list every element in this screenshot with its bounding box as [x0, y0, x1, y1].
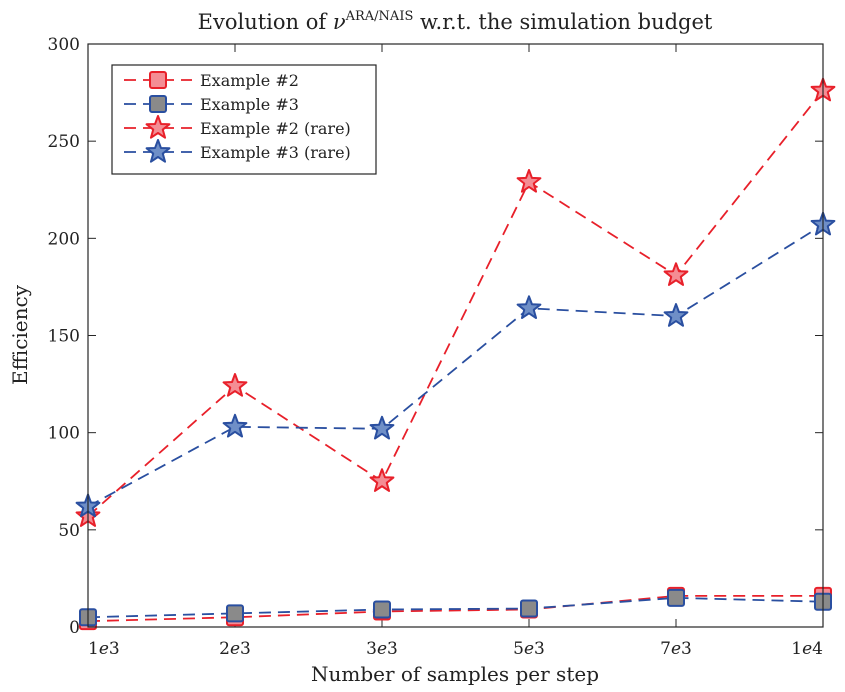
- x-tick-label: 1e3: [88, 639, 120, 659]
- x-tick-label: 5e3: [513, 639, 545, 659]
- legend-label: Example #2 (rare): [200, 119, 351, 138]
- x-tick-mantissa: 1: [791, 639, 802, 659]
- legend-marker: [149, 95, 167, 113]
- x-tick-exponent: 3: [240, 639, 251, 659]
- x-tick-label: 2e3: [219, 639, 251, 659]
- x-tick-e: e: [671, 639, 681, 659]
- series-line: [87, 90, 824, 517]
- x-tick-e: e: [230, 639, 240, 659]
- y-tick-label: 0: [69, 618, 80, 638]
- legend-label: Example #2: [200, 71, 299, 90]
- title-symbol: ν: [333, 10, 346, 34]
- plot-area-frame: [87, 43, 824, 628]
- title-rest: w.r.t. the simulation budget: [413, 10, 713, 34]
- x-tick-mantissa: 1: [88, 639, 99, 659]
- x-tick-e: e: [524, 639, 534, 659]
- series-line: [87, 223, 824, 508]
- legend-item: Example #3: [124, 95, 299, 114]
- x-tick-exponent: 3: [387, 639, 398, 659]
- data-point: [520, 599, 538, 618]
- series-4: [75, 211, 836, 518]
- x-tick-e: e: [802, 639, 812, 659]
- data-point: [663, 303, 689, 327]
- y-tick-label: 150: [48, 327, 80, 347]
- data-point: [516, 295, 542, 319]
- x-tick-label: 1e4: [791, 639, 823, 659]
- x-tick-mantissa: 3: [366, 639, 377, 659]
- data-point: [222, 373, 248, 397]
- x-tick-label: 7e3: [660, 639, 692, 659]
- legend-label: Example #3 (rare): [200, 143, 351, 162]
- data-point: [222, 413, 248, 438]
- data-point: [226, 604, 244, 623]
- x-tick-exponent: 3: [534, 639, 545, 659]
- y-tick-label: 200: [48, 229, 80, 249]
- y-tick-label: 100: [48, 424, 80, 444]
- x-tick-mantissa: 7: [660, 639, 671, 659]
- y-tick-label: 50: [58, 521, 80, 541]
- x-tick-mantissa: 5: [513, 639, 524, 659]
- chart-title: Evolution of νARA/NAIS w.r.t. the simula…: [198, 9, 713, 34]
- y-tick-label: 300: [48, 35, 80, 55]
- series-line: [87, 596, 824, 619]
- legend-marker: [145, 115, 171, 139]
- legend-marker: [145, 139, 171, 163]
- legend-item: Example #2: [124, 71, 299, 90]
- title-main: Evolution of: [198, 10, 333, 34]
- legend-marker: [149, 71, 167, 89]
- x-axis-label: Number of samples per step: [311, 662, 599, 686]
- x-tick-e: e: [99, 639, 109, 659]
- data-point: [667, 588, 685, 607]
- x-tick-e: e: [377, 639, 387, 659]
- data-point: [373, 600, 391, 619]
- data-point: [369, 415, 395, 440]
- y-axis-label: Efficiency: [8, 284, 32, 385]
- x-tick-label: 3e3: [366, 639, 398, 659]
- legend-label: Example #3: [200, 95, 299, 114]
- x-tick-mantissa: 2: [219, 639, 230, 659]
- series-line: [87, 595, 823, 623]
- data-point: [516, 168, 542, 193]
- title-superscript: ARA/NAIS: [345, 9, 414, 24]
- x-tick-exponent: 4: [812, 639, 823, 659]
- x-tick-exponent: 3: [681, 639, 692, 659]
- legend: Example #2 Example #3 Example #2 (rare) Exa…: [111, 64, 377, 175]
- data-point: [663, 262, 689, 286]
- y-tick-label: 250: [48, 132, 80, 152]
- x-tick-exponent: 3: [109, 639, 120, 659]
- data-point: [369, 468, 395, 492]
- legend-item: Example #3 (rare): [124, 139, 351, 163]
- legend-item: Example #2 (rare): [124, 115, 351, 139]
